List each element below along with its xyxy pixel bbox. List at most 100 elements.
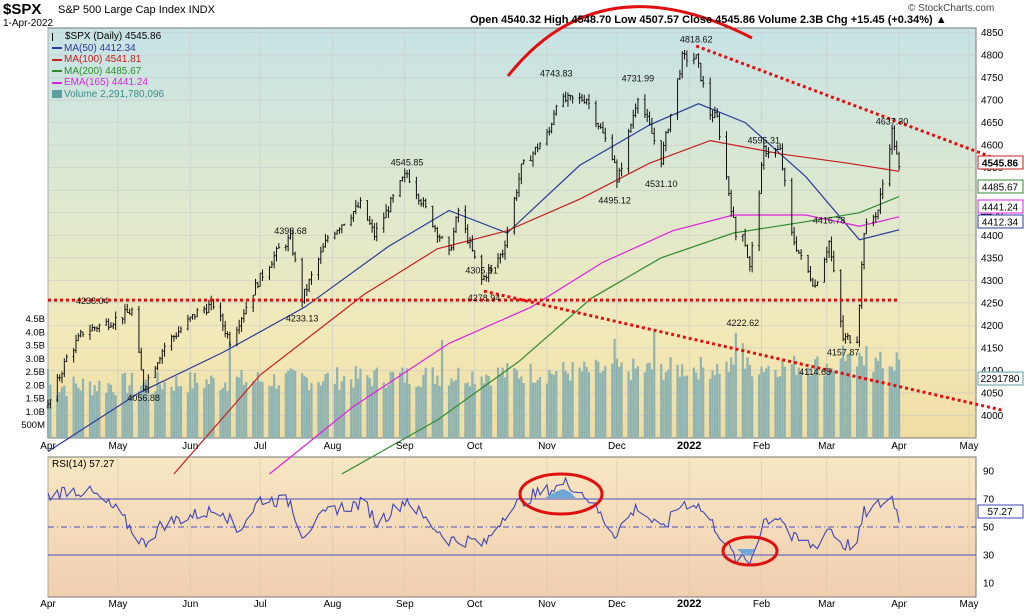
chart-date: 1-Apr-2022 (3, 18, 54, 29)
price-axis-tick-label: 4450 (981, 208, 1004, 219)
volume-bar (664, 372, 667, 438)
volume-bar (65, 395, 68, 438)
volume-bar (224, 382, 227, 438)
volume-bar (874, 357, 877, 438)
volume-bar (732, 364, 735, 438)
volume-bar (210, 375, 213, 438)
volume-bar (555, 371, 558, 438)
volume-bar (228, 341, 231, 438)
price-annotation-label: 4637.30 (876, 116, 909, 126)
price-x-tick-label: Apr (40, 441, 56, 452)
price-annotation-label: 4305.91 (465, 266, 498, 276)
volume-bar (319, 385, 322, 438)
volume-bar (433, 383, 437, 438)
legend-swatch (52, 90, 62, 99)
volume-axis-tick-label: 4.0B (25, 327, 45, 338)
volume-bar (569, 380, 572, 438)
legend-label: $SPX (Daily) 4545.86 (65, 31, 162, 42)
volume-bar (604, 365, 607, 438)
volume-bar (531, 382, 535, 438)
volume-bar (744, 368, 747, 438)
rsi-overbought-fill (545, 489, 576, 498)
chart-name: S&P 500 Large Cap Index INDX (58, 4, 215, 16)
price-annotation-label: 4238.04 (76, 296, 109, 306)
volume-bar (336, 367, 339, 438)
volume-bar (301, 373, 304, 438)
volume-bar (317, 382, 320, 438)
volume-bar (212, 377, 215, 438)
volume-bar (660, 363, 663, 438)
volume-axis-tick-label: 3.0B (25, 354, 45, 365)
volume-bar (268, 385, 271, 438)
volume-value-tag (977, 371, 1024, 386)
volume-bar (58, 392, 61, 438)
volume-bar (828, 369, 831, 438)
rsi-line (47, 476, 900, 565)
volume-bar (137, 391, 141, 438)
volume-bar (95, 391, 99, 438)
volume-bar (646, 363, 649, 438)
volume-bar (529, 363, 532, 438)
volume-bar (564, 371, 567, 438)
volume-bar (175, 376, 178, 438)
volume-bar (389, 371, 392, 438)
volume-bar (585, 366, 588, 438)
volume-bar (515, 369, 518, 438)
volume-bar (422, 374, 425, 438)
volume-bar (287, 370, 290, 438)
right-axis-value-tag (977, 214, 1024, 229)
volume-bar (499, 374, 502, 438)
volume-bar (384, 388, 388, 438)
volume-bar (487, 375, 490, 438)
volume-bar (779, 376, 782, 438)
volume-bar (881, 368, 884, 438)
volume-bar (464, 383, 467, 438)
volume-bar (147, 388, 150, 438)
rsi-axis-tick-label: 90 (983, 467, 995, 478)
rsi-x-tick-label: Feb (753, 599, 771, 610)
price-x-tick-label: Aug (324, 441, 342, 452)
volume-bar (254, 381, 257, 438)
volume-bar (734, 332, 737, 438)
rsi-x-tick-label: Oct (467, 599, 483, 610)
volume-bar (643, 372, 647, 438)
volume-bar (762, 372, 765, 438)
volume-bar (858, 352, 861, 438)
rsi-x-tick-label: Mar (818, 599, 836, 610)
volume-bar (371, 386, 374, 438)
volume-bar (189, 372, 192, 438)
volume-bar (277, 385, 280, 438)
volume-bar (408, 384, 411, 438)
volume-bar (114, 395, 117, 438)
volume-bar (613, 338, 616, 438)
volume-bar (415, 386, 418, 438)
volume-bar (333, 383, 336, 438)
volume-bar (876, 360, 880, 438)
volume-bar (846, 354, 849, 438)
volume-bar (730, 357, 733, 438)
volume-bar (636, 366, 640, 438)
volume-bar (81, 378, 85, 438)
volume-bar (440, 340, 444, 438)
volume-bar (725, 361, 728, 438)
volume-bar (503, 377, 507, 438)
volume-axis-tick-label: 1.5B (25, 394, 45, 405)
volume-bar (848, 353, 852, 438)
volume-bar (240, 369, 243, 438)
volume-bar (681, 364, 684, 438)
price-annotation-label: 4157.87 (827, 347, 860, 357)
volume-bar (252, 380, 255, 438)
price-axis-tick-label: 4350 (981, 253, 1004, 264)
volume-bar (273, 374, 276, 438)
volume-bar (597, 361, 600, 438)
rsi-x-tick-label: Apr (891, 599, 907, 610)
volume-bar (860, 356, 863, 438)
volume-bar (496, 367, 500, 438)
price-x-tick-label: Nov (538, 441, 556, 452)
rsi-axis-tick-label: 50 (983, 523, 995, 534)
volume-bar (401, 367, 404, 438)
volume-bar (501, 367, 504, 438)
volume-bar (580, 371, 584, 438)
volume-bar (718, 373, 721, 438)
